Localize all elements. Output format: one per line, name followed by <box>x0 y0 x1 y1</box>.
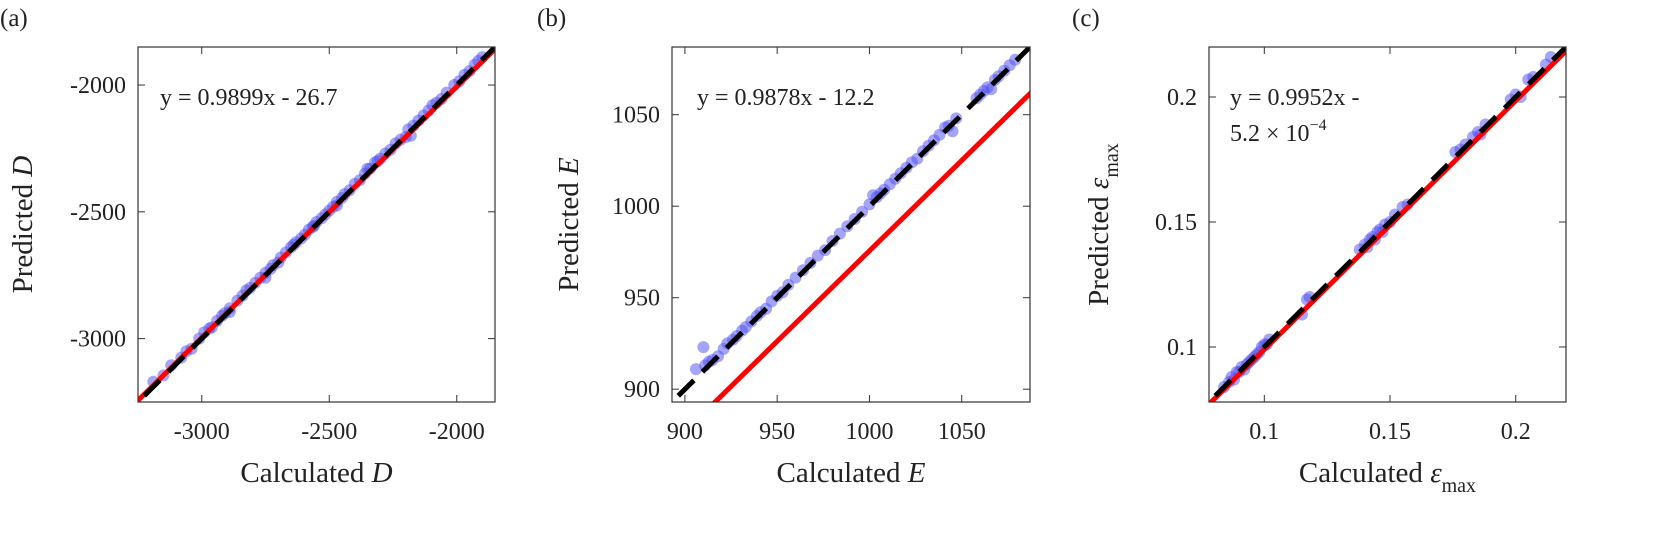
x-tick-label: 0.1 <box>1249 419 1279 445</box>
x-tick-label: -2500 <box>301 419 357 445</box>
x-tick-label: 950 <box>759 419 795 445</box>
x-tick-label: 1000 <box>845 419 893 445</box>
y-tick-label: -2000 <box>70 73 126 99</box>
y-tick-label: -3000 <box>70 327 126 353</box>
identity-line <box>1209 47 1566 402</box>
y-tick-label: 0.2 <box>1167 85 1197 111</box>
fit-equation-line-2: 5.2 × 10−4 <box>1230 117 1327 147</box>
x-axis-label: Calculated εmax <box>1299 457 1476 497</box>
x-tick-label: -2000 <box>429 419 485 445</box>
y-tick-label: 1000 <box>612 194 660 220</box>
panel-label: (c) <box>1072 5 1100 32</box>
panel-label: (a) <box>0 5 28 32</box>
y-axis-label: Predicted E <box>553 157 585 292</box>
x-tick-label: 0.15 <box>1369 419 1411 445</box>
panel-label: (b) <box>537 5 566 32</box>
y-tick-label: 900 <box>624 377 660 403</box>
y-tick-label: 0.15 <box>1155 210 1197 236</box>
fit-line <box>711 90 1030 402</box>
fit-equation: y = 0.9899x - 26.7 <box>160 85 338 111</box>
fit-equation: y = 0.9952x - <box>1230 85 1360 111</box>
y-tick-label: 1050 <box>612 103 660 129</box>
data-point <box>697 341 710 354</box>
y-tick-label: 0.1 <box>1167 335 1197 361</box>
chart-panel-2: (b) 900 950 1000 1050 900 950 1000 1050 Calculate… <box>537 5 1031 489</box>
fit-equation: y = 0.9878x - 12.2 <box>697 85 875 111</box>
identity-line <box>672 47 1030 402</box>
y-tick-label: 950 <box>624 286 660 312</box>
y-axis-label: Predicted D <box>7 156 39 294</box>
axes-frame <box>1208 46 1567 403</box>
axes-frame <box>137 46 496 403</box>
axes-frame <box>671 46 1031 403</box>
data-point <box>690 363 702 376</box>
x-axis-label: Calculated D <box>240 457 392 489</box>
x-tick-label: 1050 <box>938 419 986 445</box>
chart-panel-3: (c) 0.1 0.15 0.2 0.1 0.15 0.2 Calculated εmax Pr… <box>1072 5 1567 497</box>
data-point <box>985 83 998 96</box>
x-tick-label: 900 <box>667 419 703 445</box>
x-tick-label: 0.2 <box>1501 419 1531 445</box>
identity-line <box>138 47 495 402</box>
x-tick-label: -3000 <box>174 419 230 445</box>
y-tick-label: -2500 <box>70 200 126 226</box>
chart-panel-1: (a) -3000 -2500 -2000 -3000 -2500 -2000 Calcula… <box>0 5 496 489</box>
y-axis-label: Predicted εmax <box>1083 143 1123 306</box>
x-axis-label: Calculated E <box>777 457 926 489</box>
